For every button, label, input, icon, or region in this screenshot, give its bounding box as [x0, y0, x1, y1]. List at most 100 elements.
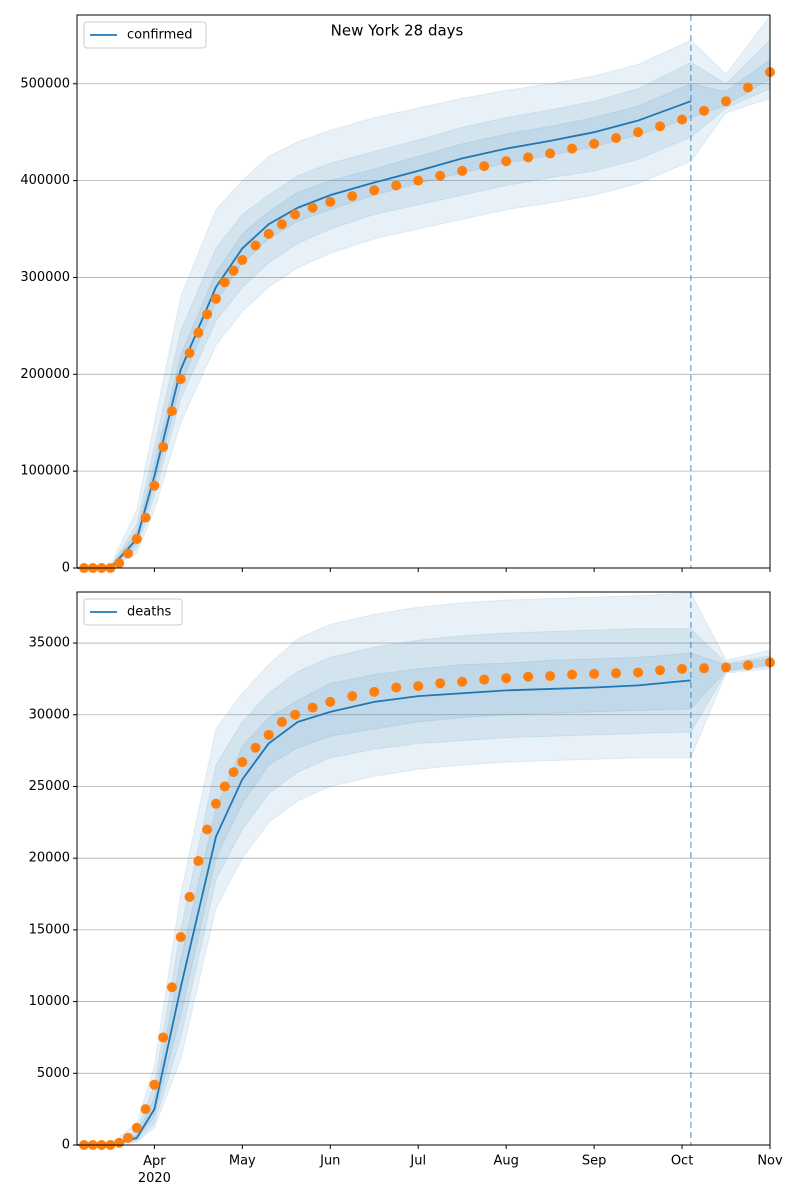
observed-point	[413, 681, 424, 692]
observed-point	[743, 82, 754, 93]
observed-point	[263, 729, 274, 740]
observed-point	[158, 441, 169, 452]
observed-point	[149, 480, 160, 491]
y-tick-label: 10000	[29, 994, 70, 1009]
y-tick-label: 30000	[29, 707, 70, 722]
x-tick-label: May	[229, 1154, 256, 1169]
observed-point	[140, 512, 151, 523]
observed-point	[210, 798, 221, 809]
observed-point	[545, 671, 556, 682]
x-tick-label: Jun	[319, 1154, 340, 1169]
observed-point	[457, 676, 468, 687]
observed-point	[523, 671, 534, 682]
observed-point	[743, 660, 754, 671]
observed-point	[457, 165, 468, 176]
observed-point	[589, 138, 600, 149]
x-tick-label: Apr 2020	[138, 1154, 171, 1186]
observed-point	[589, 668, 600, 679]
x-tick-label: Sep	[582, 1154, 607, 1169]
observed-point	[184, 891, 195, 902]
observed-point	[721, 96, 732, 107]
observed-point	[131, 533, 142, 544]
observed-point	[655, 665, 666, 676]
observed-point	[435, 170, 446, 181]
legend: deaths	[83, 598, 183, 626]
observed-point	[633, 667, 644, 678]
observed-point	[347, 191, 358, 202]
observed-point	[523, 152, 534, 163]
observed-point	[611, 668, 622, 679]
observed-point	[501, 673, 512, 684]
observed-point	[140, 1104, 151, 1115]
observed-point	[184, 347, 195, 358]
observed-point	[276, 716, 287, 727]
observed-point	[369, 185, 380, 196]
observed-point	[633, 127, 644, 138]
observed-point	[479, 674, 490, 685]
observed-point	[567, 143, 578, 154]
observed-point	[237, 757, 248, 768]
observed-point	[193, 856, 204, 867]
observed-point	[325, 196, 336, 207]
observed-point	[123, 1132, 134, 1143]
y-tick-label: 0	[62, 1138, 70, 1153]
observed-point	[263, 228, 274, 239]
observed-point	[250, 240, 261, 251]
x-tick-label: Nov	[757, 1154, 783, 1169]
observed-point	[158, 1032, 169, 1043]
observed-point	[193, 327, 204, 338]
observed-point	[228, 767, 239, 778]
legend-box	[83, 21, 207, 49]
observed-point	[545, 148, 556, 159]
observed-point	[391, 682, 402, 693]
observed-point	[166, 982, 177, 993]
y-tick-label: 0	[62, 561, 70, 576]
observed-point	[677, 663, 688, 674]
observed-point	[219, 781, 230, 792]
observed-point	[202, 824, 213, 835]
y-tick-label: 35000	[29, 636, 70, 651]
observed-point	[290, 709, 301, 720]
observed-point	[219, 277, 230, 288]
observed-point	[391, 180, 402, 191]
y-tick-label: 100000	[20, 464, 70, 479]
observed-point	[166, 406, 177, 417]
y-tick-label: 20000	[29, 851, 70, 866]
observed-point	[699, 663, 710, 674]
observed-point	[435, 678, 446, 689]
observed-point	[479, 161, 490, 172]
legend-box	[83, 598, 183, 626]
observed-point	[307, 702, 318, 713]
legend: confirmed	[83, 21, 207, 49]
x-tick-label: Jul	[409, 1154, 426, 1169]
observed-point	[250, 742, 261, 753]
observed-point	[237, 255, 248, 266]
observed-point	[325, 696, 336, 707]
y-tick-label: 200000	[20, 367, 70, 382]
observed-point	[347, 691, 358, 702]
y-tick-label: 500000	[20, 76, 70, 91]
observed-point	[228, 265, 239, 276]
observed-point	[307, 202, 318, 213]
y-tick-label: 25000	[29, 779, 70, 794]
y-tick-label: 300000	[20, 270, 70, 285]
observed-point	[413, 175, 424, 186]
observed-point	[123, 548, 134, 559]
x-tick-label: Oct	[671, 1154, 693, 1169]
observed-point	[611, 132, 622, 143]
y-tick-label: 15000	[29, 922, 70, 937]
observed-point	[655, 121, 666, 132]
observed-point	[175, 932, 186, 943]
observed-point	[175, 374, 186, 385]
observed-point	[131, 1122, 142, 1133]
observed-point	[202, 309, 213, 320]
x-tick-label: Aug	[493, 1154, 518, 1169]
observed-point	[114, 1137, 125, 1148]
legend-label: deaths	[127, 605, 172, 620]
observed-point	[114, 558, 125, 569]
observed-point	[677, 114, 688, 125]
observed-point	[567, 669, 578, 680]
plot-frame	[76, 591, 771, 1146]
observed-point	[149, 1079, 160, 1090]
